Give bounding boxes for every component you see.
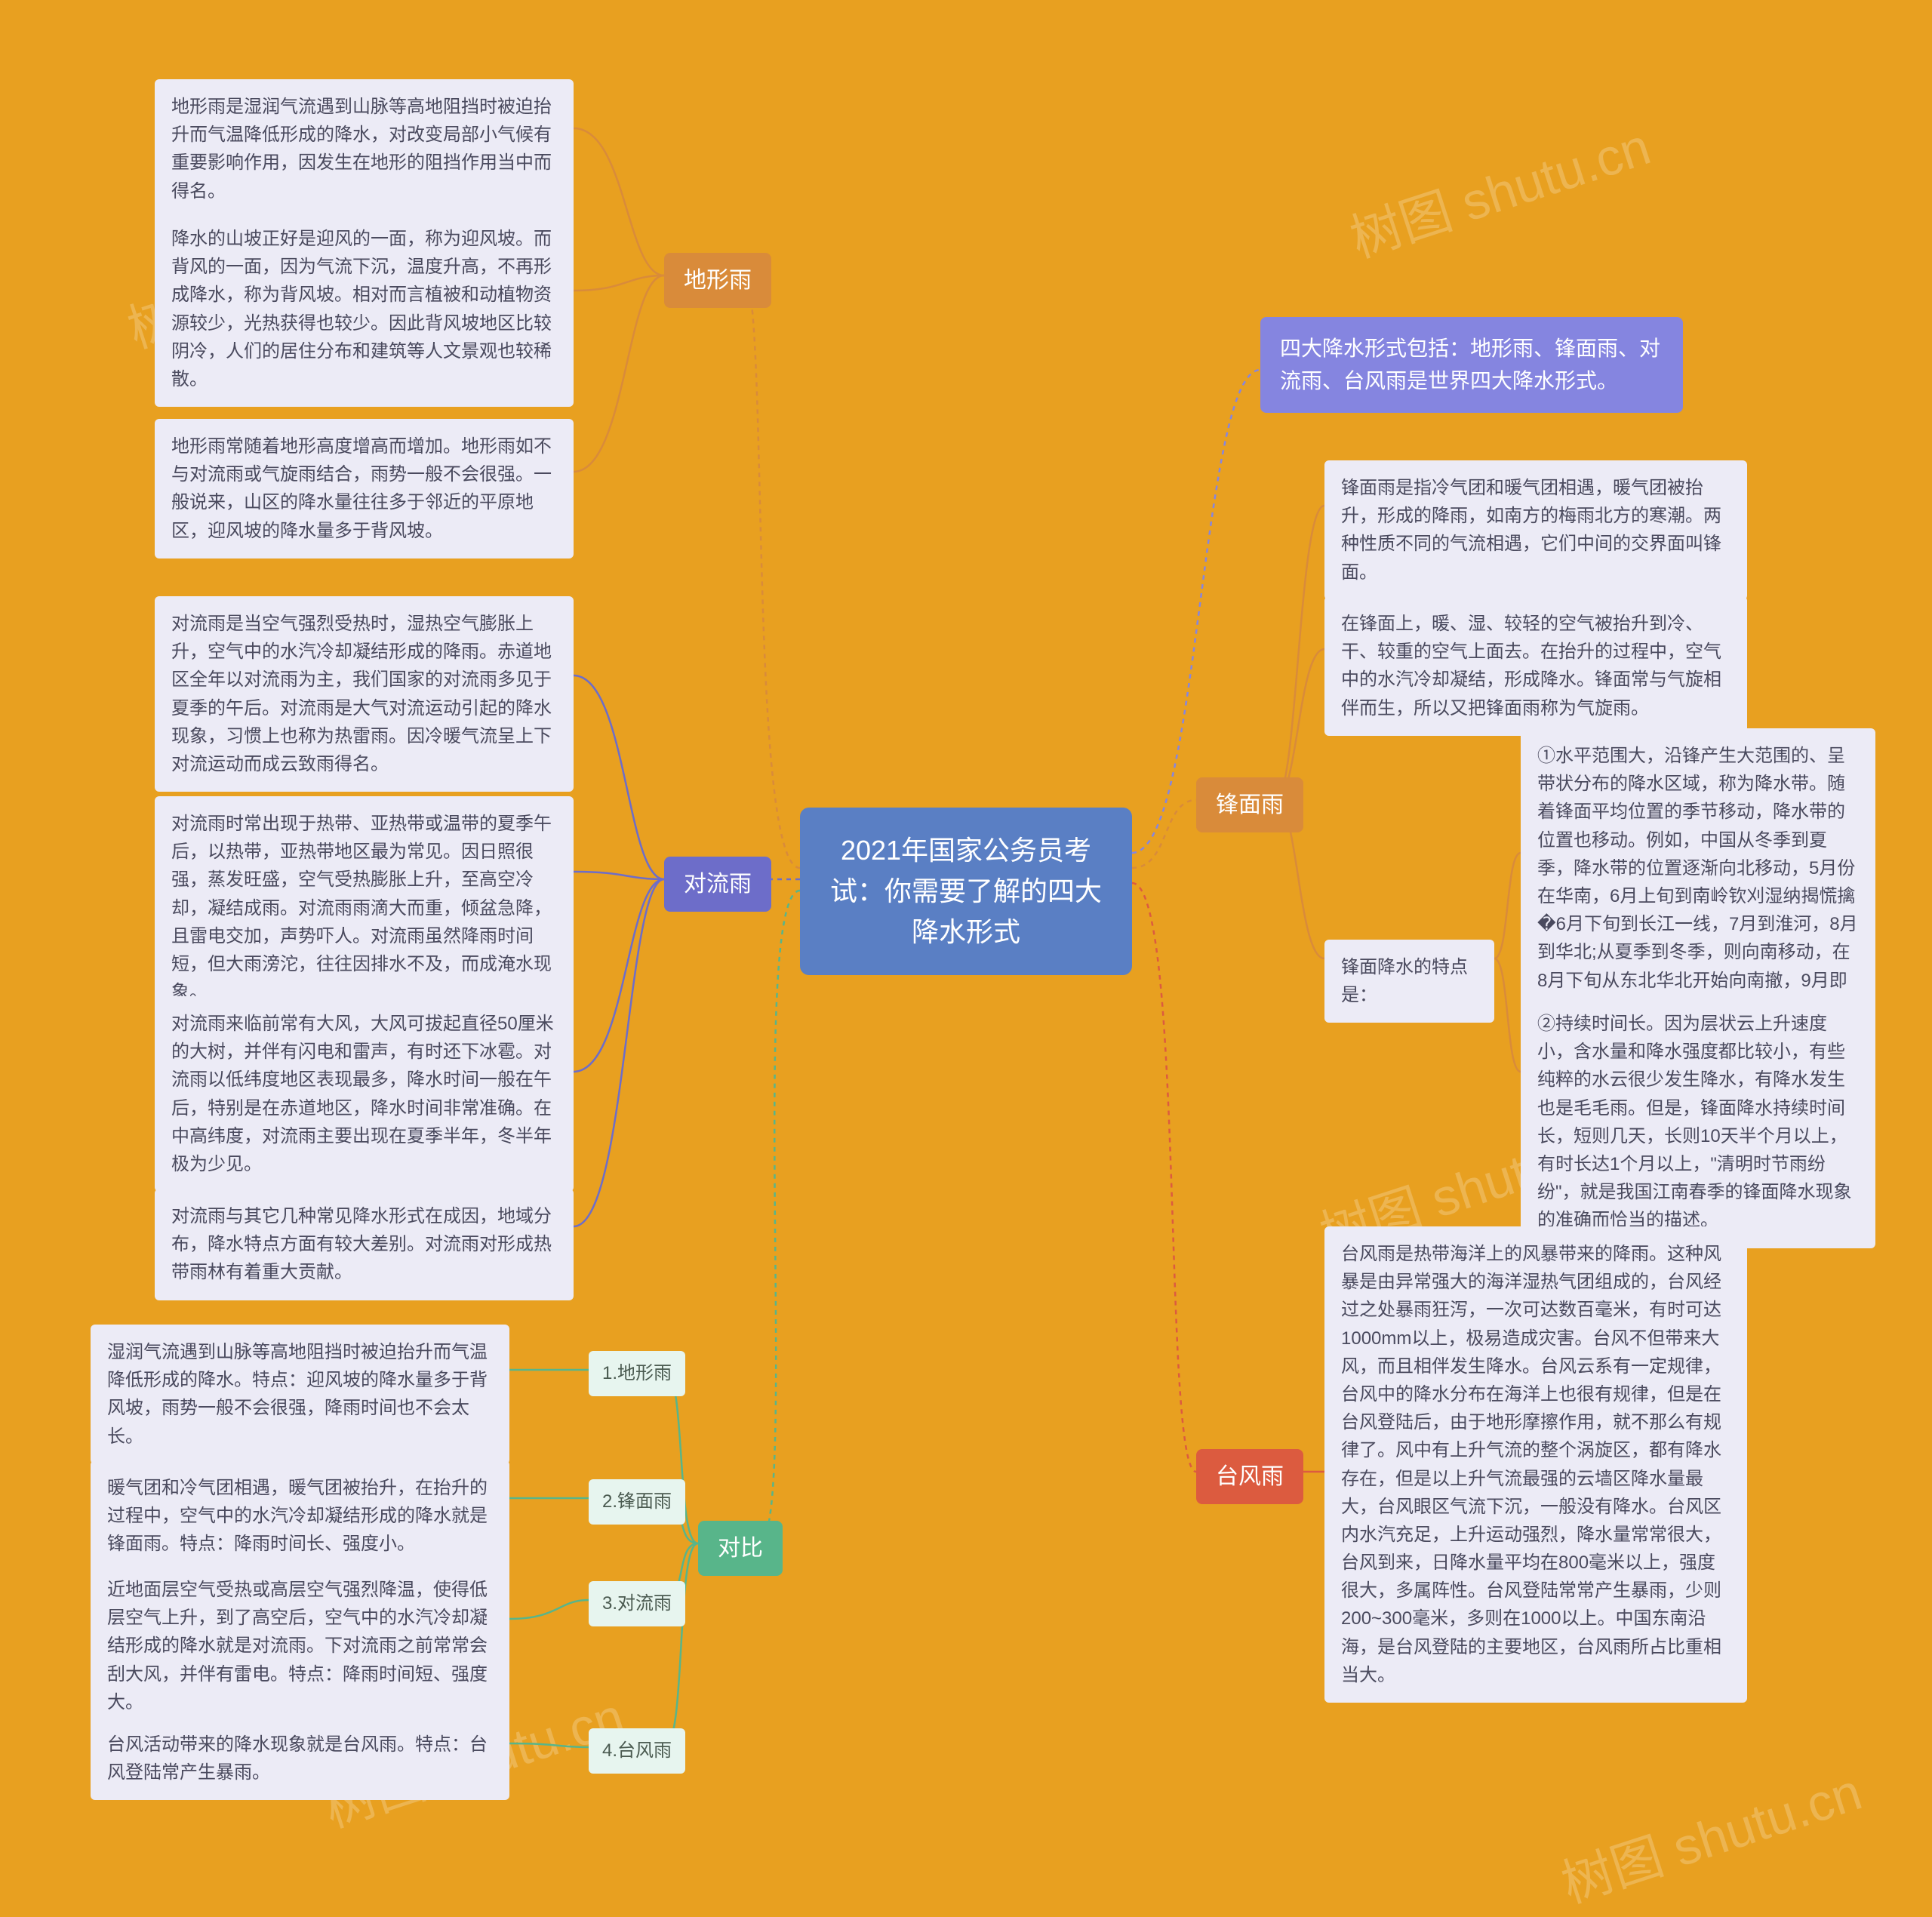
leaf-fengmianyu-sub-1: ②持续时间长。因为层状云上升速度小，含水量和降水强度都比较小，有些纯粹的水云很少… [1521, 996, 1875, 1248]
intro-node: 四大降水形式包括：地形雨、锋面雨、对流雨、台风雨是世界四大降水形式。 [1260, 317, 1683, 413]
center-node: 2021年国家公务员考试：你需要了解的四大降水形式 [800, 808, 1132, 975]
leaf-dixingyu-0: 地形雨是湿润气流遇到山脉等高地阻挡时被迫抬升而气温降低形成的降水，对改变局部小气… [155, 79, 574, 219]
leaf-taifengyu: 台风雨是热带海洋上的风暴带来的降雨。这种风暴是由异常强大的海洋湿热气团组成的，台… [1324, 1226, 1747, 1703]
leaf-dixingyu-2: 地形雨常随着地形高度增高而增加。地形雨如不与对流雨或气旋雨结合，雨势一般不会很强… [155, 419, 574, 558]
sub-duibi-1: 2.锋面雨 [589, 1479, 685, 1525]
branch-duiliuyu: 对流雨 [664, 857, 771, 912]
watermark: 树图 shutu.cn [1340, 105, 1658, 272]
leaf-duiliuyu-0: 对流雨是当空气强烈受热时，湿热空气膨胀上升，空气中的水汽冷却凝结形成的降雨。赤道… [155, 596, 574, 792]
text-duibi-2: 近地面层空气受热或高层空气强烈降温，使得低层空气上升，到了高空后，空气中的水汽冷… [91, 1562, 509, 1730]
leaf-duiliuyu-1: 对流雨时常出现于热带、亚热带或温带的夏季午后，以热带，亚热带地区最为常见。因日照… [155, 796, 574, 1020]
leaf-fengmianyu-1: 在锋面上，暖、湿、较轻的空气被抬升到冷、干、较重的空气上面去。在抬升的过程中，空… [1324, 596, 1747, 736]
sub-fengmianyu-label: 锋面降水的特点是： [1324, 940, 1494, 1023]
leaf-duiliuyu-3: 对流雨与其它几种常见降水形式在成因，地域分布，降水特点方面有较大差别。对流雨对形… [155, 1189, 574, 1300]
leaf-fengmianyu-sub-0: ①水平范围大，沿锋产生大范围的、呈带状分布的降水区域，称为降水带。随着锋面平均位… [1521, 728, 1875, 1036]
sub-duibi-0: 1.地形雨 [589, 1351, 685, 1396]
sub-duibi-3: 4.台风雨 [589, 1728, 685, 1774]
branch-fengmianyu: 锋面雨 [1196, 777, 1303, 832]
text-duibi-3: 台风活动带来的降水现象就是台风雨。特点：台风登陆常产生暴雨。 [91, 1717, 509, 1800]
sub-duibi-2: 3.对流雨 [589, 1581, 685, 1626]
branch-taifengyu: 台风雨 [1196, 1449, 1303, 1504]
branch-duibi: 对比 [698, 1521, 783, 1576]
branch-dixingyu: 地形雨 [664, 253, 771, 308]
leaf-dixingyu-1: 降水的山坡正好是迎风的一面，称为迎风坡。而背风的一面，因为气流下沉，温度升高，不… [155, 211, 574, 407]
leaf-duiliuyu-2: 对流雨来临前常有大风，大风可拔起直径50厘米的大树，并伴有闪电和雷声，有时还下冰… [155, 996, 574, 1192]
text-duibi-1: 暖气团和冷气团相遇，暖气团被抬升，在抬升的过程中，空气中的水汽冷却凝结形成的降水… [91, 1460, 509, 1572]
text-duibi-0: 湿润气流遇到山脉等高地阻挡时被迫抬升而气温降低形成的降水。特点：迎风坡的降水量多… [91, 1325, 509, 1464]
leaf-fengmianyu-0: 锋面雨是指冷气团和暖气团相遇，暖气团被抬升，形成的降雨，如南方的梅雨北方的寒潮。… [1324, 460, 1747, 600]
watermark: 树图 shutu.cn [1551, 1750, 1869, 1917]
